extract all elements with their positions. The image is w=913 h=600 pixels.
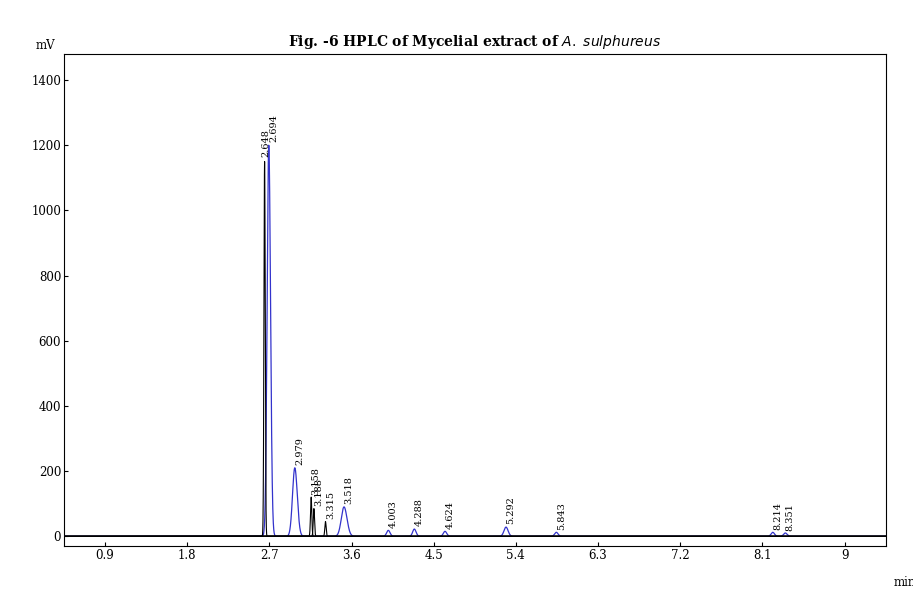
Text: 4.288: 4.288 bbox=[415, 499, 424, 526]
Text: mV: mV bbox=[37, 38, 56, 52]
Text: 3.158: 3.158 bbox=[311, 467, 320, 494]
Text: 2.979: 2.979 bbox=[295, 437, 304, 465]
Text: 3.188: 3.188 bbox=[314, 478, 323, 506]
Text: 3.518: 3.518 bbox=[344, 476, 353, 504]
Text: min: min bbox=[894, 575, 913, 589]
Text: 8.351: 8.351 bbox=[786, 503, 794, 530]
Text: 3.315: 3.315 bbox=[326, 491, 335, 519]
Text: 5.292: 5.292 bbox=[507, 497, 516, 524]
Text: 2.694: 2.694 bbox=[269, 114, 278, 142]
Text: 8.214: 8.214 bbox=[773, 502, 782, 530]
Text: 2.648: 2.648 bbox=[262, 129, 271, 157]
Title: Fig. -6 HPLC of Mycelial extract of $\mathbf{\it{A.\ sulphureus}}$: Fig. -6 HPLC of Mycelial extract of $\ma… bbox=[289, 32, 661, 50]
Text: 4.003: 4.003 bbox=[389, 500, 398, 528]
Text: 4.624: 4.624 bbox=[446, 501, 455, 529]
Text: 5.843: 5.843 bbox=[557, 502, 566, 530]
